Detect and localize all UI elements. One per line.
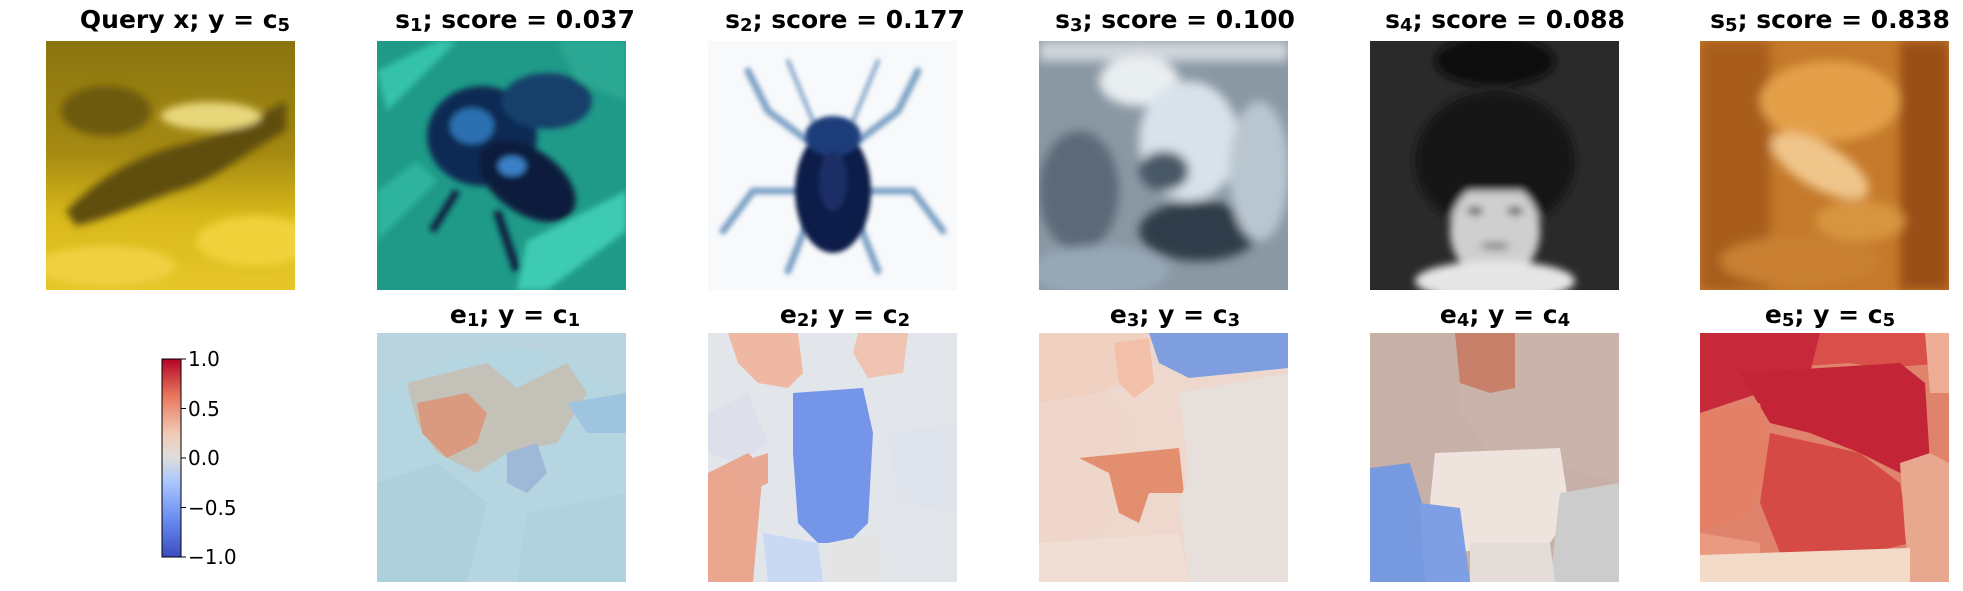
explanation-subscript: 3 — [1126, 310, 1140, 332]
sample-subscript: 5 — [1725, 15, 1738, 37]
explanation-class-sub: 2 — [897, 310, 911, 332]
sample-symbol: s — [1055, 5, 1071, 34]
sample-title-5: s5; score = 0.838 — [1660, 5, 1963, 41]
explanation-class-sub: 4 — [1557, 310, 1571, 332]
explanation-sep: ; y = c — [1469, 300, 1558, 329]
explanation-subscript: 5 — [1781, 310, 1795, 332]
explanation-symbol: e — [779, 300, 797, 329]
explanation-title-2: e2; y = c2 — [675, 300, 1015, 336]
sample-title-2: s2; score = 0.177 — [675, 5, 1015, 41]
sample-symbol: s — [395, 5, 411, 34]
colorbar-tick-0.5: 0.5 — [188, 397, 220, 421]
explanation-title-3: e3; y = c3 — [1005, 300, 1345, 336]
sample-subscript: 3 — [1070, 15, 1083, 37]
explanation-title-5: e5; y = c5 — [1660, 300, 1963, 336]
explanation-sep: ; y = c — [1794, 300, 1883, 329]
sample-title-4: s4; score = 0.088 — [1335, 5, 1675, 41]
sample-symbol: s — [725, 5, 741, 34]
explanation-subscript: 1 — [466, 310, 480, 332]
query-sep: ; y = c — [189, 5, 278, 34]
explanation-symbol: e — [449, 300, 467, 329]
colorbar-tick-0.0: 0.0 — [188, 446, 220, 470]
sample-symbol: s — [1385, 5, 1401, 34]
sample-score: ; score = 0.037 — [422, 5, 635, 34]
query-image — [46, 41, 295, 290]
explanation-map-4 — [1370, 333, 1619, 582]
explanation-sep: ; y = c — [1139, 300, 1228, 329]
explanation-subscript: 2 — [796, 310, 810, 332]
sample-score: ; score = 0.838 — [1737, 5, 1950, 34]
sample-image-1 — [377, 41, 626, 290]
query-title: Query x; y = c5 — [15, 5, 355, 41]
sample-image-2 — [708, 41, 957, 290]
explanation-class-sub: 3 — [1227, 310, 1241, 332]
sample-subscript: 4 — [1400, 15, 1413, 37]
explanation-sep: ; y = c — [809, 300, 898, 329]
explanation-map-2 — [708, 333, 957, 582]
sample-title-1: s1; score = 0.037 — [345, 5, 685, 41]
explanation-class-sub: 1 — [567, 310, 581, 332]
sample-image-4 — [1370, 41, 1619, 290]
query-class-sub: 5 — [277, 15, 291, 37]
sample-symbol: s — [1710, 5, 1726, 34]
sample-subscript: 2 — [740, 15, 753, 37]
colorbar — [161, 358, 186, 558]
sample-score: ; score = 0.100 — [1082, 5, 1295, 34]
explanation-symbol: e — [1439, 300, 1457, 329]
sample-score: ; score = 0.088 — [1412, 5, 1625, 34]
sample-score: ; score = 0.177 — [752, 5, 965, 34]
explanation-symbol: e — [1109, 300, 1127, 329]
query-label: Query x — [79, 5, 190, 34]
sample-title-3: s3; score = 0.100 — [1005, 5, 1345, 41]
explanation-subscript: 4 — [1456, 310, 1470, 332]
explanation-sep: ; y = c — [479, 300, 568, 329]
colorbar-tick-neg1.0: −1.0 — [188, 545, 237, 569]
explanation-title-4: e4; y = c4 — [1335, 300, 1675, 336]
colorbar-tick-1.0: 1.0 — [188, 347, 220, 371]
explanation-map-5 — [1700, 333, 1949, 582]
colorbar-tick-neg0.5: −0.5 — [188, 496, 237, 520]
explanation-class-sub: 5 — [1882, 310, 1896, 332]
explanation-map-1 — [377, 333, 626, 582]
sample-image-5 — [1700, 41, 1949, 290]
explanation-title-1: e1; y = c1 — [345, 300, 685, 336]
explanation-symbol: e — [1764, 300, 1782, 329]
explanation-map-3 — [1039, 333, 1288, 582]
sample-subscript: 1 — [410, 15, 423, 37]
sample-image-3 — [1039, 41, 1288, 290]
